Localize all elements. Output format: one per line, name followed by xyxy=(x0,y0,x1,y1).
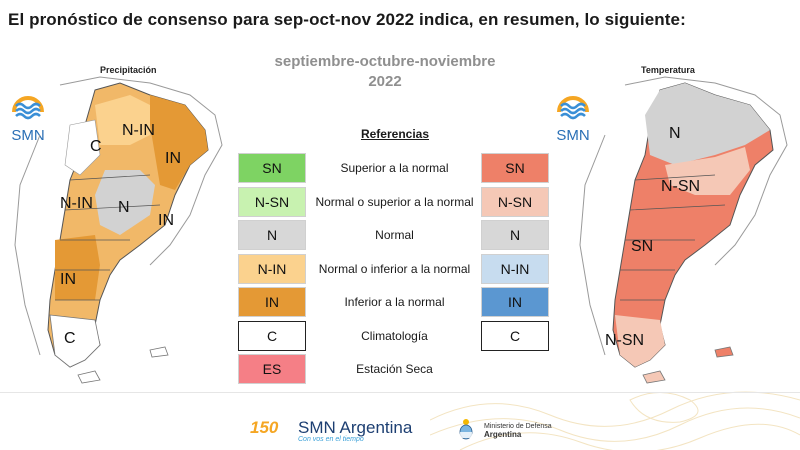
legend-label: Climatología xyxy=(361,329,428,343)
malvinas xyxy=(714,346,734,358)
legend-label: Superior a la normal xyxy=(340,161,449,175)
precipitation-map: N-IN C IN N-IN N IN IN C xyxy=(14,76,223,384)
legend-label: Normal xyxy=(375,228,414,242)
precip-swatch: IN xyxy=(238,287,306,317)
smn-logo-text: SMN xyxy=(11,127,45,144)
legend-label: Normal o inferior a la normal xyxy=(318,262,471,276)
precip-zone-label: N-IN xyxy=(60,195,93,212)
precip-swatch: C xyxy=(238,321,306,351)
precip-zone-label: IN xyxy=(60,271,76,288)
legend-label: Estación Seca xyxy=(356,362,433,376)
period-months: septiembre-octubre-noviembre xyxy=(274,53,496,70)
precip-swatch: N-IN xyxy=(238,254,306,284)
page-title: El pronóstico de consenso para sep-oct-n… xyxy=(8,10,686,29)
precip-zone-label: C xyxy=(64,330,76,347)
zone-northeast-in xyxy=(150,95,208,190)
neighbor-border xyxy=(624,76,788,266)
precip-zone-label: N xyxy=(118,199,130,216)
smn-tagline: Con vos en el tiempo xyxy=(298,436,364,443)
zone-northwest-nin xyxy=(95,95,150,145)
temperature-map-title: Temperatura xyxy=(641,65,695,75)
temp-swatch: N xyxy=(481,220,549,250)
smn-sun-icon xyxy=(557,96,589,120)
temperature-map: N N-SN SN N-SN xyxy=(579,76,788,384)
temp-swatch: IN xyxy=(481,287,549,317)
zone-central-n xyxy=(95,170,155,235)
footer-divider xyxy=(0,392,800,393)
temp-swatch: N-SN xyxy=(481,187,549,217)
temp-zone-label: SN xyxy=(631,238,653,255)
legend-label: Normal o superior a la normal xyxy=(315,195,474,209)
precip-zone-label: IN xyxy=(165,150,181,167)
anniversary-logo: 150 xyxy=(250,418,278,438)
smn-logo-text: SMN xyxy=(556,127,590,144)
precip-swatch: N-SN xyxy=(238,187,306,217)
temp-swatch: C xyxy=(481,321,549,351)
precip-swatch: N xyxy=(238,220,306,250)
precip-zone-label: C xyxy=(90,138,102,155)
period-subtitle: septiembre-octubre-noviembre 2022 xyxy=(250,52,520,92)
precip-zone-label: N-IN xyxy=(122,122,155,139)
ministry-line-1: Ministerio de Defensa xyxy=(484,423,552,430)
zone-northwest-c xyxy=(64,119,101,176)
zone-north-n xyxy=(645,83,770,165)
temp-swatch: SN xyxy=(481,153,549,183)
precip-swatch: SN xyxy=(238,153,306,183)
precipitation-map-title: Precipitación xyxy=(100,65,157,75)
precip-zone-label: IN xyxy=(158,212,174,229)
temp-zone-label: N-SN xyxy=(661,178,700,195)
period-year: 2022 xyxy=(368,73,402,90)
smn-logo-right: SMN xyxy=(551,92,595,144)
ministry-line-2: Argentina xyxy=(484,430,522,439)
neighbor-border xyxy=(59,76,223,266)
tierra-del-fuego xyxy=(77,370,101,384)
temp-zone-label: N xyxy=(669,125,681,142)
precip-swatch: ES xyxy=(238,354,306,384)
chile-border xyxy=(579,134,606,356)
chile-border xyxy=(14,134,41,356)
ministry-label: Ministerio de Defensa Argentina xyxy=(484,423,552,439)
legend-title: Referencias xyxy=(360,127,430,141)
temp-zone-label: N-SN xyxy=(605,332,644,349)
smn-sun-icon xyxy=(12,96,44,120)
temp-swatch: N-IN xyxy=(481,254,549,284)
smn-argentina-brand: SMN Argentina xyxy=(298,418,413,437)
zone-patagonia-in xyxy=(55,235,100,300)
decorative-contour-lines xyxy=(430,391,800,450)
malvinas xyxy=(149,346,169,358)
anniversary-number: 150 xyxy=(250,418,279,437)
tierra-del-fuego xyxy=(642,370,666,384)
province-lines xyxy=(55,174,161,301)
zone-south-c xyxy=(49,314,101,368)
province-lines xyxy=(620,174,726,301)
legend-label: Inferior a la normal xyxy=(344,295,445,309)
zone-south-nsn xyxy=(615,315,665,367)
smn-logo-left: SMN xyxy=(6,92,50,144)
national-coat-of-arms-icon xyxy=(458,418,474,440)
zone-center-nsn xyxy=(665,147,750,195)
